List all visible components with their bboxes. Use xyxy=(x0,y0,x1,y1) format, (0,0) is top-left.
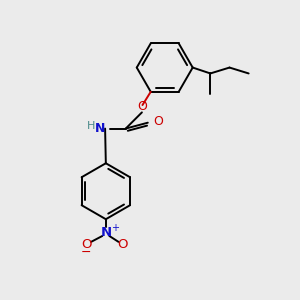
Text: N: N xyxy=(100,226,111,239)
Text: O: O xyxy=(137,100,147,113)
Text: O: O xyxy=(117,238,127,251)
Text: N: N xyxy=(95,122,105,135)
Text: −: − xyxy=(81,246,92,259)
Text: O: O xyxy=(81,238,92,251)
Text: H: H xyxy=(87,121,95,131)
Text: +: + xyxy=(111,223,119,233)
Text: O: O xyxy=(154,115,164,128)
